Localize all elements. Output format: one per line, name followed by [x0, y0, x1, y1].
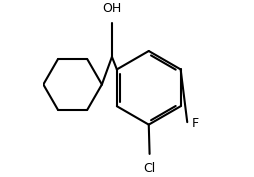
Text: OH: OH	[102, 2, 122, 15]
Text: Cl: Cl	[144, 162, 156, 175]
Text: F: F	[192, 117, 199, 130]
